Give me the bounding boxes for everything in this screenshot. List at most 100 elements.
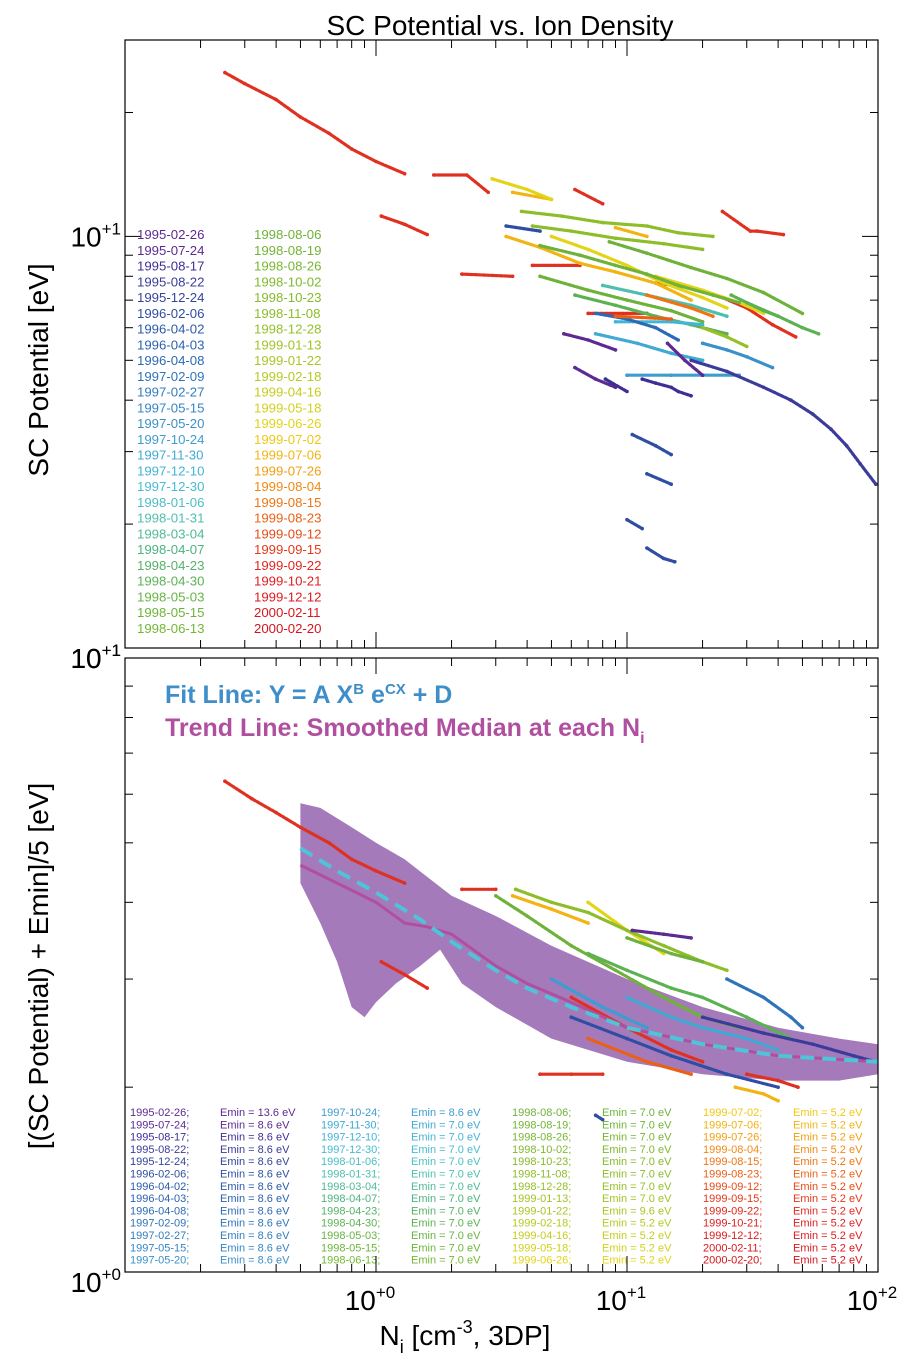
bottom-data-point: [761, 1031, 766, 1035]
chart-title: SC Potential vs. Ion Density: [326, 10, 673, 41]
top-series-line: [654, 281, 798, 339]
top-data-point: [800, 311, 805, 316]
bottom-data-point: [776, 1048, 780, 1052]
bottom-data-point: [700, 960, 705, 964]
bottom-data-point: [223, 779, 227, 783]
top-data-point: [573, 187, 577, 192]
top-data-point: [645, 224, 649, 228]
top-data-point: [645, 272, 649, 276]
top-legend-entry: 1996-04-02: [137, 322, 204, 337]
bottom-legend-date: 1998-06-13;: [321, 1255, 380, 1267]
bottom-data-point: [776, 1078, 780, 1083]
bottom-data-point: [586, 900, 590, 905]
top-data-point: [613, 303, 618, 308]
top-data-point: [645, 472, 649, 476]
bottom-legend-emin: Emin = 7.0 eV: [411, 1242, 481, 1254]
bottom-series-line: [586, 952, 793, 1041]
bottom-data-point: [669, 1054, 673, 1058]
top-data-point: [689, 358, 693, 363]
top-legend-entry: 1998-04-07: [137, 542, 204, 557]
top-legend-entry: 1999-07-06: [254, 448, 321, 463]
top-data-point: [676, 338, 680, 342]
top-data-point: [460, 272, 464, 276]
top-legend-entry: 1998-06-13: [137, 621, 204, 636]
top-series-line: [460, 272, 515, 278]
bottom-legend-emin: Emin = 7.0 eV: [411, 1230, 481, 1242]
bottom-legend-date: 1995-12-24;: [130, 1156, 189, 1168]
bottom-legend-date: 1998-04-23;: [321, 1205, 380, 1217]
top-legend-entry: 1999-08-04: [254, 479, 321, 494]
bottom-legend-date: 1998-03-04;: [321, 1181, 380, 1193]
bottom-legend-date: 1999-01-13;: [512, 1193, 571, 1205]
top-data-point: [578, 253, 582, 257]
top-legend-entry: 1998-04-30: [137, 574, 204, 589]
top-legend-entry: 1999-09-15: [254, 542, 321, 557]
top-data-point: [349, 147, 354, 151]
top-legend-entry: 1998-03-04: [137, 526, 204, 541]
bottom-y-tick-label: 10+1: [70, 641, 121, 674]
top-data-point: [243, 81, 247, 86]
bottom-legend-emin: Emin = 5.2 eV: [602, 1255, 672, 1267]
top-data-point: [770, 365, 775, 370]
top-series-line: [689, 358, 878, 486]
top-series-line: [645, 472, 673, 486]
bottom-legend-date: 1999-09-15;: [703, 1193, 762, 1205]
top-series-line: [603, 377, 629, 394]
bottom-data-point: [669, 951, 673, 956]
bottom-legend-date: 2000-02-20;: [703, 1255, 762, 1267]
bottom-legend-date: 1998-01-06;: [321, 1156, 380, 1168]
top-series-line: [640, 377, 693, 398]
bottom-legend-emin: Emin = 7.0 eV: [602, 1119, 672, 1131]
bottom-legend-emin: Emin = 5.2 eV: [793, 1205, 863, 1217]
bottom-legend-emin: Emin = 5.2 eV: [793, 1107, 863, 1119]
bottom-legend-emin: Emin = 7.0 eV: [411, 1169, 481, 1181]
top-data-point: [789, 398, 793, 403]
bottom-legend-date: 1996-02-06;: [130, 1169, 189, 1181]
bottom-data-point: [538, 1072, 542, 1076]
bottom-x-tick-label: 10+2: [847, 1283, 898, 1316]
top-series-line: [720, 209, 785, 237]
bottom-data-point: [569, 943, 574, 948]
top-data-point: [625, 389, 629, 394]
bottom-legend-emin: Emin = 7.0 eV: [411, 1156, 481, 1168]
top-data-point: [711, 293, 715, 297]
top-data-point: [490, 177, 494, 181]
bottom-legend-date: 1998-11-08;: [512, 1169, 571, 1181]
bottom-data-point: [569, 1072, 574, 1076]
bottom-legend-emin: Emin = 5.2 eV: [793, 1156, 863, 1168]
top-legend-entry: 1999-08-23: [254, 511, 321, 526]
bottom-legend-date: 1999-10-21;: [703, 1218, 762, 1230]
top-data-point: [711, 314, 715, 319]
top-panel: SC Potential vs. Ion Density SC Potentia…: [23, 10, 879, 674]
bottom-data-point: [689, 1072, 693, 1076]
top-data-point: [858, 462, 863, 466]
bottom-legend-date: 1999-09-12;: [703, 1181, 762, 1193]
top-data-point: [700, 320, 705, 324]
top-data-point: [793, 335, 798, 339]
bottom-legend-date: 1995-08-22;: [130, 1144, 189, 1156]
top-legend-entry: 1997-05-15: [137, 400, 204, 415]
bottom-legend-date: 1998-04-07;: [321, 1193, 380, 1205]
bottom-data-point: [327, 841, 331, 845]
top-legend-entry: 1999-06-26: [254, 416, 321, 431]
bottom-legend-emin: Emin = 7.0 eV: [602, 1156, 672, 1168]
top-data-point: [573, 293, 577, 297]
top-data-point: [720, 209, 725, 214]
bottom-data-point: [700, 1015, 705, 1019]
top-data-point: [560, 214, 564, 218]
top-data-point: [776, 314, 780, 319]
top-legend-entry: 1997-10-24: [137, 432, 204, 447]
bottom-legend-emin: Emin = 13.6 eV: [220, 1107, 296, 1119]
top-data-point: [538, 274, 542, 279]
bottom-legend-emin: Emin = 7.0 eV: [602, 1144, 672, 1156]
top-data-point: [425, 232, 430, 237]
top-data-point: [510, 274, 515, 279]
top-series-line: [607, 240, 804, 315]
top-data-point: [486, 190, 491, 195]
bottom-data-point: [494, 887, 498, 892]
top-series-line: [613, 320, 705, 327]
bottom-series-line: [625, 936, 705, 964]
bottom-legend-date: 1998-12-28;: [512, 1181, 571, 1193]
top-data-point: [630, 432, 635, 437]
bottom-legend-emin: Emin = 7.0 eV: [602, 1107, 672, 1119]
